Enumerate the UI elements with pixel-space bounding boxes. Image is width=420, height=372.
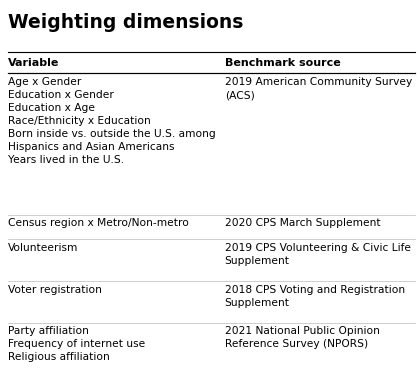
Text: 2019 American Community Survey
(ACS): 2019 American Community Survey (ACS) <box>225 77 412 100</box>
Text: Benchmark source: Benchmark source <box>225 58 341 68</box>
Text: Census region x Metro/Non-metro: Census region x Metro/Non-metro <box>8 218 189 228</box>
Text: Voter registration: Voter registration <box>8 285 102 295</box>
Text: 2018 CPS Voting and Registration
Supplement: 2018 CPS Voting and Registration Supplem… <box>225 285 405 308</box>
Text: Volunteerism: Volunteerism <box>8 243 78 253</box>
Text: 2021 National Public Opinion
Reference Survey (NPORS): 2021 National Public Opinion Reference S… <box>225 326 380 349</box>
Text: Variable: Variable <box>8 58 59 68</box>
Text: Party affiliation
Frequency of internet use
Religious affiliation: Party affiliation Frequency of internet … <box>8 326 145 362</box>
Text: Age x Gender
Education x Gender
Education x Age
Race/Ethnicity x Education
Born : Age x Gender Education x Gender Educatio… <box>8 77 215 165</box>
Text: 2020 CPS March Supplement: 2020 CPS March Supplement <box>225 218 381 228</box>
Text: Weighting dimensions: Weighting dimensions <box>8 13 243 32</box>
Text: 2019 CPS Volunteering & Civic Life
Supplement: 2019 CPS Volunteering & Civic Life Suppl… <box>225 243 411 266</box>
